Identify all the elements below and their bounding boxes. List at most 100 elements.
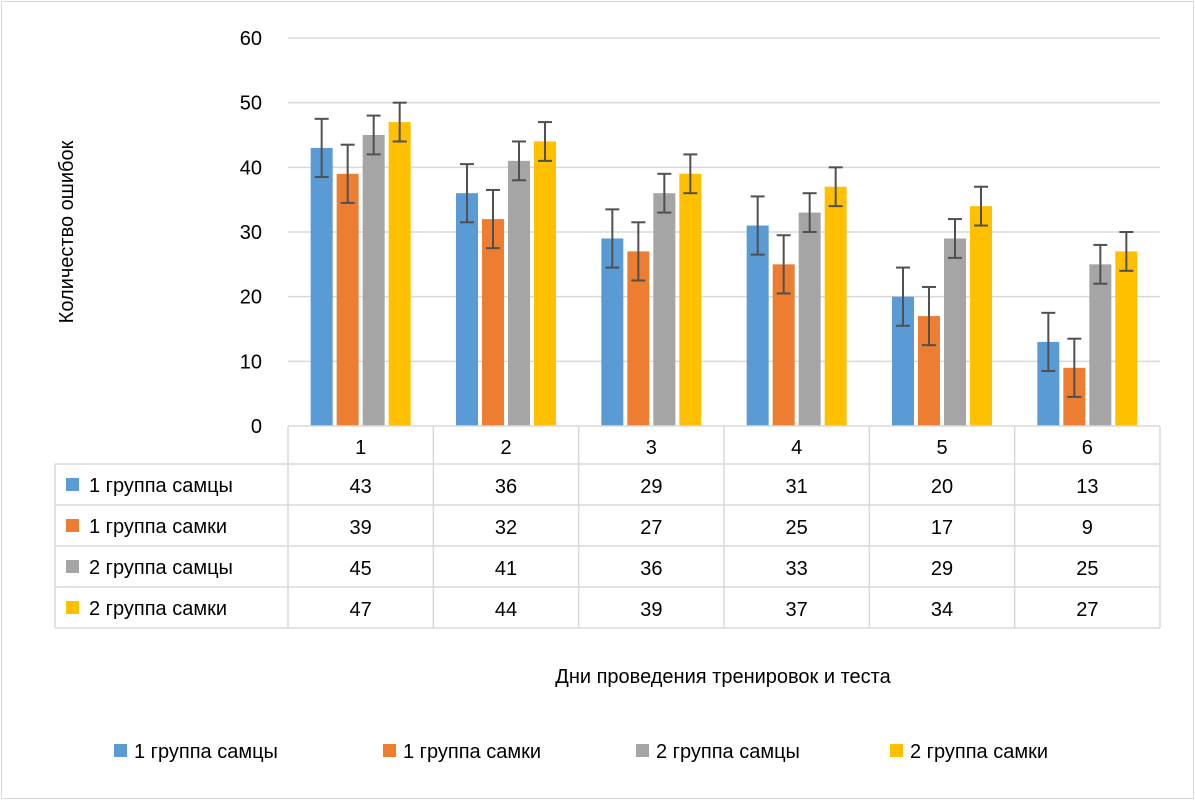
table-cell: 41 (495, 558, 517, 580)
table-header-cell: 2 (500, 437, 511, 459)
x-axis-title: Дни проведения тренировок и теста (555, 666, 891, 688)
bar (679, 173, 702, 426)
error-bar (605, 208, 620, 269)
bar (601, 238, 624, 426)
error-bar (538, 121, 552, 162)
y-tick-label: 30 (240, 222, 262, 244)
error-bar (1041, 311, 1056, 373)
table-cell: 36 (640, 558, 662, 580)
error-bar (512, 140, 526, 182)
bar (1115, 251, 1138, 426)
bar (310, 147, 333, 426)
legend-swatch (383, 744, 396, 757)
bar (944, 238, 966, 426)
error-bar (657, 172, 672, 214)
legend-label: 2 группа самцы (656, 741, 800, 763)
table-cell: 29 (931, 558, 953, 580)
bar (1089, 264, 1112, 426)
table-header-cell: 5 (936, 437, 947, 459)
error-bar (948, 218, 962, 259)
error-bar (631, 221, 646, 282)
y-tick-label: 50 (240, 93, 262, 115)
error-bar (922, 285, 936, 347)
y-tick-label: 40 (240, 157, 262, 179)
legend-swatch (114, 744, 127, 757)
table-cell: 20 (931, 476, 953, 498)
table-cell: 43 (350, 476, 372, 498)
y-axis-ticks: 0 10 20 30 40 50 60 (240, 28, 262, 438)
table-cell: 31 (786, 476, 808, 498)
table-cell: 25 (786, 517, 808, 539)
error-bar (776, 234, 791, 295)
y-axis-title: Количество ошибок (56, 140, 78, 323)
bar (970, 206, 992, 426)
error-bar (750, 195, 765, 256)
legend-key-swatch (66, 601, 79, 614)
error-bars (314, 101, 1134, 398)
bar (362, 135, 385, 426)
table-cell: 34 (931, 599, 953, 621)
legend-label: 1 группа самцы (134, 741, 278, 763)
bar (798, 212, 821, 426)
table-row-label: 1 группа самцы (89, 475, 233, 497)
error-bar (340, 143, 355, 204)
bar (627, 251, 650, 426)
bar (336, 173, 359, 426)
bar (746, 225, 769, 426)
data-table: 1 2 3 4 5 6 1 группа самцы 43 36 29 31 20 13 1 группа… (54, 425, 1161, 629)
table-cell: 27 (1076, 599, 1098, 621)
table-header-cell: 4 (791, 437, 802, 459)
legend-key-swatch (66, 560, 79, 573)
y-tick-label: 60 (240, 28, 262, 50)
table-cell: 17 (931, 517, 953, 539)
bar (508, 160, 530, 426)
table-cell: 32 (495, 517, 517, 539)
bar (456, 193, 478, 426)
legend-key-swatch (66, 478, 79, 491)
table-row-label: 2 группа самцы (89, 557, 233, 579)
y-tick-label: 20 (240, 287, 262, 309)
y-tick-label: 0 (251, 416, 262, 438)
table-cell: 45 (350, 558, 372, 580)
table-cell: 13 (1076, 476, 1098, 498)
table-cell: 27 (640, 517, 662, 539)
table-cell: 47 (350, 599, 372, 621)
bar (653, 193, 676, 426)
error-bar (1093, 243, 1108, 285)
error-bar (1067, 337, 1082, 398)
table-row-label: 1 группа самки (89, 516, 227, 538)
bar (892, 296, 914, 426)
error-bar (392, 101, 407, 143)
legend-swatch (890, 744, 903, 757)
error-bar (802, 192, 817, 233)
bar (534, 141, 556, 426)
bar (482, 219, 504, 426)
gridlines (288, 37, 1160, 363)
table-cell: 33 (786, 558, 808, 580)
error-bar (828, 166, 843, 208)
error-bar (1119, 231, 1134, 272)
error-bar (683, 153, 698, 195)
legend-label: 1 группа самки (403, 741, 541, 763)
table-cell: 25 (1076, 558, 1098, 580)
bar (918, 316, 940, 426)
y-tick-label: 10 (240, 351, 262, 373)
table-cell: 36 (495, 476, 517, 498)
table-header-cell: 6 (1082, 437, 1093, 459)
error-bar (974, 185, 988, 227)
table-row-label: 2 группа самки (89, 598, 227, 620)
table-header-cell: 1 (355, 437, 366, 459)
error-bar (460, 163, 474, 224)
table-cell: 39 (350, 517, 372, 539)
table-cell: 44 (495, 599, 517, 621)
legend-label: 2 группа самки (910, 741, 1048, 763)
bar (1037, 341, 1060, 426)
bar (772, 264, 795, 426)
error-bar (896, 266, 910, 327)
error-bar (314, 117, 329, 179)
error-bar (486, 188, 500, 250)
legend: 1 группа самцы 1 группа самки 2 группа сам… (114, 741, 1048, 763)
bars (310, 122, 1138, 427)
